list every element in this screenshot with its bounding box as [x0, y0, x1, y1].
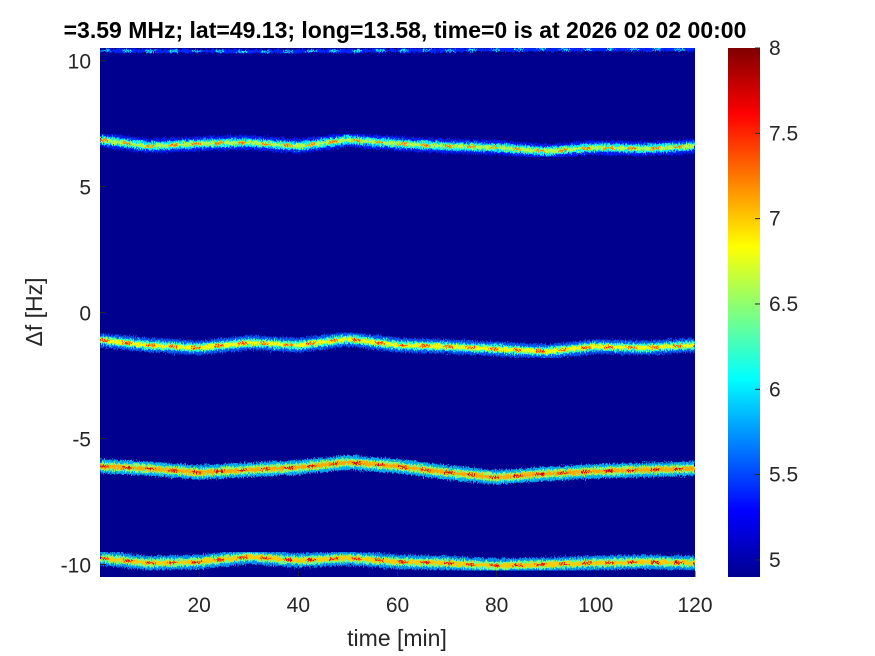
x-axis: 20 40 60 80 100 120: [187, 571, 713, 617]
plot-area: [100, 48, 695, 577]
y-tick-label: 5: [79, 177, 91, 200]
colorbar-tick-label: 6: [769, 378, 781, 401]
trace-3: [100, 549, 695, 573]
colorbar-axis: 8 7.5 7 6.5 6 5.5 5: [755, 37, 798, 572]
x-tick-label: 40: [287, 594, 310, 617]
x-tick-label: 20: [187, 594, 210, 617]
colorbar: [728, 48, 760, 577]
colorbar-tick-label: 6.5: [769, 293, 798, 316]
y-tick-label: 10: [68, 51, 91, 74]
trace-layer: [100, 48, 695, 573]
x-axis-label: time [min]: [347, 625, 447, 651]
trace-0-peak: [100, 139, 695, 153]
trace-4: [100, 48, 695, 59]
y-axis: 10 5 0 -5 -10: [61, 51, 106, 577]
trace-4-peak: [100, 48, 695, 53]
chart-title: =3.59 MHz; lat=49.13; long=13.58, time=0…: [64, 17, 747, 43]
trace-1: [100, 331, 695, 359]
colorbar-tick-label: 7.5: [769, 122, 798, 145]
colorbar-tick-label: 7: [769, 208, 781, 231]
x-tick-label: 120: [677, 594, 712, 617]
trace-2-peak: [100, 461, 695, 479]
y-tick-label: -5: [72, 428, 91, 451]
trace-3-peak: [100, 555, 695, 567]
x-tick-label: 60: [386, 594, 409, 617]
x-tick-label: 80: [485, 594, 508, 617]
x-tick-label: 100: [578, 594, 613, 617]
colorbar-tick-label: 5.5: [769, 464, 798, 487]
trace-2: [100, 455, 695, 485]
colorbar-tick-label: 8: [769, 37, 781, 60]
y-tick-label: -10: [61, 554, 91, 577]
colorbar-tick-label: 5: [769, 549, 781, 572]
trace-0: [100, 132, 695, 159]
y-axis-label: Δf [Hz]: [21, 277, 47, 346]
y-tick-label: 0: [79, 303, 91, 326]
trace-1-peak: [100, 338, 695, 353]
